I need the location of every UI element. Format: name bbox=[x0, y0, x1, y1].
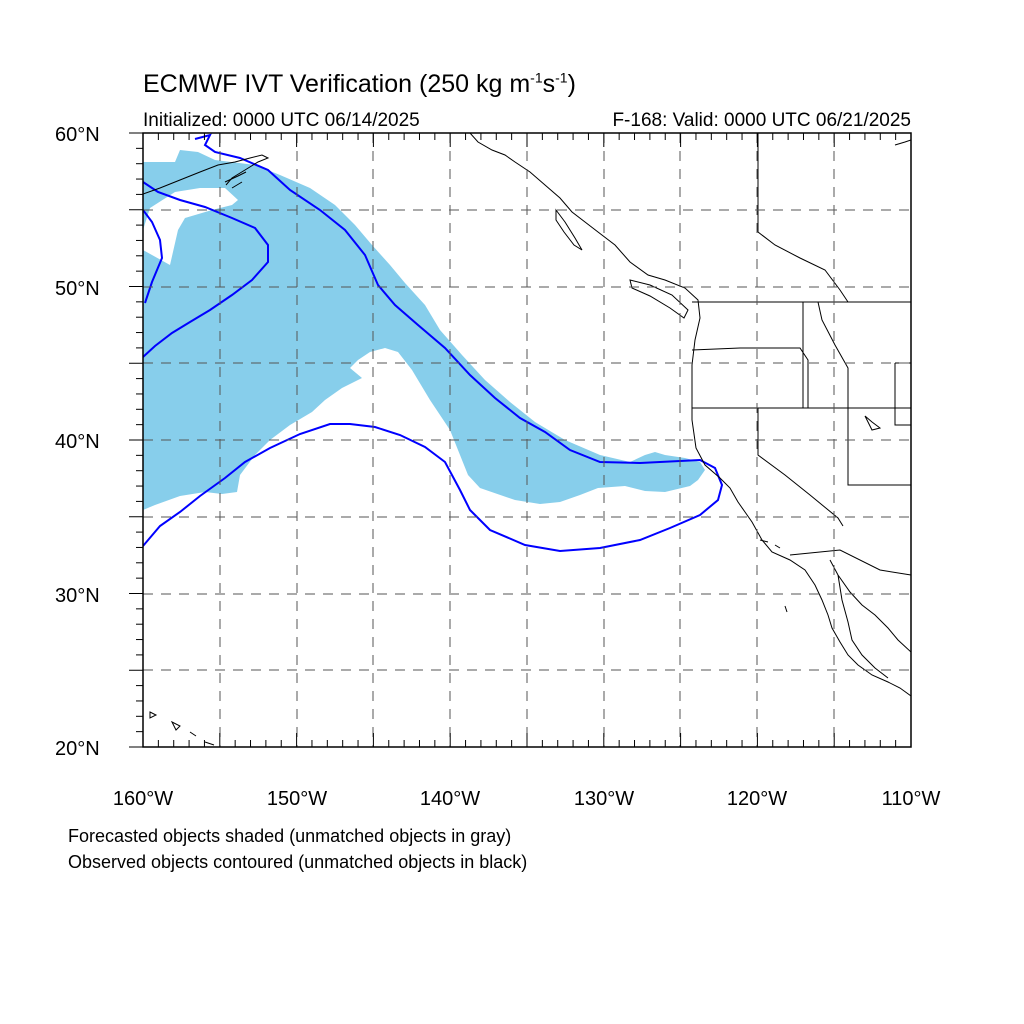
alaska-panhandle bbox=[469, 133, 911, 697]
coastlines bbox=[143, 133, 911, 746]
lat-label-30: 30°N bbox=[55, 585, 100, 607]
border-wa-or bbox=[691, 347, 809, 408]
initialized-time: Initialized: 0000 UTC 06/14/2025 bbox=[143, 110, 420, 131]
lon-label-130w: 130°W bbox=[574, 788, 634, 810]
footnote-forecast: Forecasted objects shaded (unmatched obj… bbox=[68, 826, 512, 846]
vancouver-island bbox=[629, 279, 689, 319]
lat-label-40: 40°N bbox=[55, 431, 100, 453]
alaska-islands bbox=[224, 171, 247, 189]
haida-gwaii bbox=[555, 208, 583, 251]
lon-label-160w: 160°W bbox=[113, 788, 173, 810]
observed-contour-main bbox=[143, 133, 724, 553]
observed-contour-edge bbox=[143, 209, 164, 304]
observed-contour-west bbox=[143, 181, 269, 358]
border-bc-ab bbox=[757, 133, 849, 303]
lat-label-60: 60°N bbox=[55, 124, 100, 146]
border-us-mexico bbox=[789, 549, 911, 576]
border-az bbox=[894, 362, 911, 426]
lat-label-20: 20°N bbox=[55, 738, 100, 760]
border-ut-az bbox=[847, 408, 911, 486]
salton-lake bbox=[864, 415, 882, 431]
lat-label-50: 50°N bbox=[55, 278, 100, 300]
latitude-labels: 20°N 30°N 40°N 50°N 60°N bbox=[55, 124, 100, 760]
observed-objects bbox=[143, 133, 724, 553]
graticule bbox=[143, 133, 911, 747]
longitude-labels: 160°W 150°W 140°W 130°W 120°W 110°W bbox=[113, 788, 941, 810]
alaska-coast bbox=[143, 154, 270, 195]
lon-label-150w: 150°W bbox=[267, 788, 327, 810]
hudson-coast bbox=[894, 139, 911, 146]
lon-label-120w: 120°W bbox=[727, 788, 787, 810]
footnote-observed: Observed objects contoured (unmatched ob… bbox=[68, 852, 528, 872]
border-id bbox=[802, 301, 849, 408]
hawaii-islands bbox=[149, 711, 215, 746]
axis-ticks bbox=[129, 132, 912, 748]
lon-label-140w: 140°W bbox=[420, 788, 480, 810]
baja-california bbox=[829, 559, 911, 679]
channel-islands bbox=[759, 539, 788, 613]
border-ca-nv bbox=[757, 408, 844, 527]
political-borders bbox=[691, 133, 911, 576]
valid-time: F-168: Valid: 0000 UTC 06/21/2025 bbox=[612, 110, 911, 131]
map-title: ECMWF IVT Verification (250 kg m-1s-1) bbox=[143, 69, 576, 98]
lon-label-110w: 110°W bbox=[882, 788, 941, 810]
